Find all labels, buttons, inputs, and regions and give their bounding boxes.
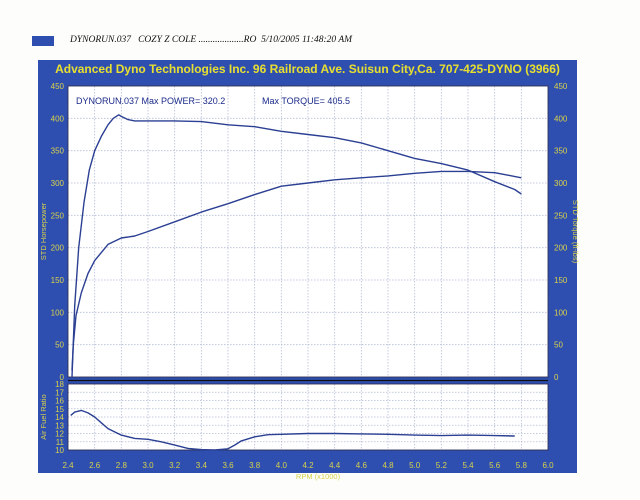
header-color-swatch xyxy=(32,36,54,46)
afr-tick-label: 17 xyxy=(55,388,64,397)
x-tick-label: 3.8 xyxy=(249,461,261,470)
afr-tick-label: 11 xyxy=(56,438,65,447)
power-curve xyxy=(71,170,522,371)
x-tick-label: 5.6 xyxy=(489,461,501,470)
x-tick-label: 6.0 xyxy=(542,461,554,470)
y-tick-label-right: 400 xyxy=(554,114,568,123)
y-axis-title-left: STD Horsepower xyxy=(39,202,48,260)
y-tick-label-right: 50 xyxy=(554,341,563,350)
x-tick-label: 4.0 xyxy=(276,461,288,470)
air-fuel-curve xyxy=(70,409,515,451)
x-tick-label: 5.2 xyxy=(436,461,448,470)
run-header: DYNORUN.037 COZY Z COLE ................… xyxy=(70,35,353,45)
y-tick-label-left: 0 xyxy=(60,373,65,382)
x-tick-label: 5.8 xyxy=(516,461,528,470)
x-tick-label: 4.6 xyxy=(356,461,368,470)
x-tick-label: 2.4 xyxy=(62,461,74,470)
y-tick-label-left: 50 xyxy=(55,341,64,350)
y-tick-label-left: 250 xyxy=(51,211,65,220)
afr-axis-title: Air Fuel Ratio xyxy=(39,394,48,439)
afr-tick-label: 15 xyxy=(55,405,64,414)
x-tick-label: 3.6 xyxy=(222,461,234,470)
max-torque-annotation: Max TORQUE= 405.5 xyxy=(262,96,350,106)
y-tick-label-left: 200 xyxy=(51,244,65,253)
x-axis-title: RPM (x1000) xyxy=(296,472,341,481)
y-tick-label-left: 350 xyxy=(51,147,65,156)
y-tick-label-right: 200 xyxy=(554,244,568,253)
afr-tick-label: 12 xyxy=(55,430,64,439)
x-tick-label: 3.2 xyxy=(169,461,181,470)
afr-tick-label: 14 xyxy=(55,413,64,422)
y-axis-title-right: STD Torque (ft-lbs) xyxy=(571,200,580,264)
x-tick-label: 5.4 xyxy=(462,461,474,470)
y-tick-label-left: 300 xyxy=(51,179,65,188)
x-tick-label: 5.0 xyxy=(409,461,421,470)
y-tick-label-right: 0 xyxy=(554,373,559,382)
y-tick-label-right: 350 xyxy=(554,147,568,156)
y-tick-label-left: 450 xyxy=(51,82,65,91)
x-tick-label: 3.0 xyxy=(142,461,154,470)
afr-plot-border xyxy=(67,383,549,451)
y-tick-label-right: 150 xyxy=(554,276,568,285)
torque-curve xyxy=(71,114,522,378)
afr-tick-label: 18 xyxy=(55,380,64,389)
x-tick-label: 2.6 xyxy=(89,461,101,470)
x-tick-label: 4.8 xyxy=(382,461,394,470)
y-tick-label-right: 100 xyxy=(554,308,568,317)
x-tick-label: 4.4 xyxy=(329,461,341,470)
y-tick-label-right: 450 xyxy=(554,82,568,91)
x-tick-label: 4.2 xyxy=(302,461,314,470)
x-tick-label: 3.4 xyxy=(196,461,208,470)
max-power-annotation: DYNORUN.037 Max POWER= 320.2 xyxy=(76,96,225,106)
y-tick-label-left: 150 xyxy=(51,276,65,285)
shop-banner: Advanced Dyno Technologies Inc. 96 Railr… xyxy=(55,62,560,76)
y-tick-label-left: 400 xyxy=(51,114,65,123)
afr-tick-label: 16 xyxy=(55,397,64,406)
y-tick-label-left: 100 xyxy=(51,308,65,317)
y-tick-label-right: 300 xyxy=(554,179,568,188)
afr-tick-label: 10 xyxy=(55,446,64,455)
x-tick-label: 2.8 xyxy=(116,461,128,470)
main-plot-border xyxy=(67,85,549,378)
y-tick-label-right: 250 xyxy=(554,211,568,220)
afr-tick-label: 13 xyxy=(55,421,64,430)
